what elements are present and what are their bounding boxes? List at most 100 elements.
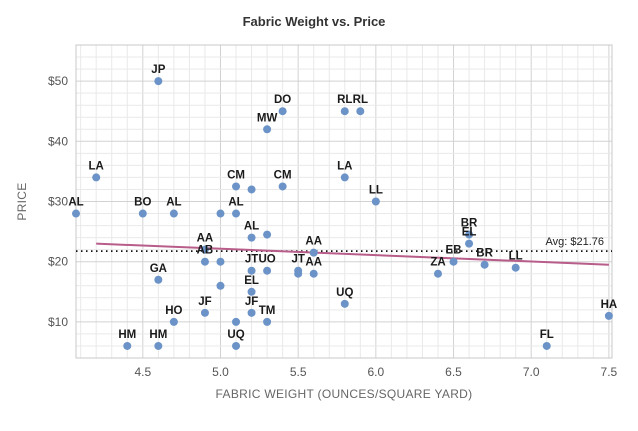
data-point xyxy=(511,263,520,272)
data-point xyxy=(154,77,163,86)
data-point-label: BO xyxy=(134,197,151,209)
data-point-label: BR xyxy=(461,218,478,230)
average-line-group: Avg: $21.76 xyxy=(76,236,612,252)
data-point xyxy=(340,173,349,182)
x-tick-label: 4.5 xyxy=(134,365,151,379)
x-tick-label: 6.5 xyxy=(445,365,462,379)
y-axis-ticks: $10 $20 $30 $40 $50 xyxy=(48,74,68,329)
y-tick-label: $50 xyxy=(48,74,68,88)
data-point-label: AL xyxy=(228,197,243,209)
data-point-label: LL xyxy=(509,251,523,263)
y-tick-label: $10 xyxy=(48,315,68,329)
data-point-label: ZA xyxy=(430,257,445,269)
data-point xyxy=(169,209,178,218)
data-point xyxy=(123,341,132,350)
data-point-label: AL xyxy=(244,221,259,233)
x-axis-title: FABRIC WEIGHT (OUNCES/SQUARE YARD) xyxy=(216,387,473,401)
data-point xyxy=(263,230,272,239)
data-point xyxy=(247,308,256,317)
data-point xyxy=(340,107,349,116)
data-point xyxy=(216,257,225,266)
data-point xyxy=(294,269,303,278)
data-point-label: LA xyxy=(89,160,104,172)
data-point xyxy=(232,317,241,326)
data-point xyxy=(542,341,551,350)
data-point-label: UQ xyxy=(227,329,244,341)
data-point-label: RL xyxy=(337,94,352,106)
data-point xyxy=(604,311,613,320)
data-point xyxy=(433,269,442,278)
data-point-label: FL xyxy=(540,329,554,341)
y-tick-label: $30 xyxy=(48,195,68,209)
data-point-label: LL xyxy=(369,185,383,197)
data-point xyxy=(278,182,287,191)
plot-frame xyxy=(75,44,613,359)
data-point xyxy=(247,287,256,296)
data-point xyxy=(92,173,101,182)
data-point xyxy=(340,299,349,308)
data-point xyxy=(200,245,209,254)
x-tick-label: 6.0 xyxy=(368,365,385,379)
data-point-label: AA xyxy=(305,257,322,269)
data-point-label: HO xyxy=(165,305,182,317)
data-point-label: GA xyxy=(150,263,167,275)
data-point-label: HA xyxy=(601,299,618,311)
data-point-label: CM xyxy=(227,169,245,181)
data-point xyxy=(169,317,178,326)
data-point xyxy=(216,281,225,290)
x-axis-ticks: 4.5 5.0 5.5 6.0 6.5 7.0 7.5 xyxy=(134,365,617,379)
y-tick-label: $40 xyxy=(48,134,68,148)
data-point xyxy=(72,209,80,218)
y-axis-title: PRICE xyxy=(15,182,29,220)
data-point-label: UQ xyxy=(336,287,353,299)
data-point xyxy=(138,209,147,218)
data-point xyxy=(232,341,241,350)
data-point xyxy=(247,266,256,275)
data-point xyxy=(200,308,209,317)
data-point-label: AB xyxy=(197,245,214,257)
data-point-label: CM xyxy=(274,169,292,181)
data-point-label: JF xyxy=(198,296,211,308)
data-point xyxy=(480,260,489,269)
data-point-label: DO xyxy=(274,94,291,106)
y-tick-label: $20 xyxy=(48,255,68,269)
data-point-label: HM xyxy=(118,329,136,341)
average-label: Avg: $21.76 xyxy=(545,236,604,248)
trend-line xyxy=(96,242,609,266)
x-tick-label: 7.5 xyxy=(601,365,618,379)
data-point xyxy=(154,275,163,284)
data-point xyxy=(465,239,474,248)
data-point-label: TM xyxy=(259,305,276,317)
data-point xyxy=(216,209,225,218)
x-tick-label: 5.0 xyxy=(212,365,229,379)
data-point-label: LA xyxy=(337,160,352,172)
x-tick-label: 7.0 xyxy=(523,365,540,379)
data-point-label: AL xyxy=(68,197,83,209)
data-point xyxy=(263,125,272,134)
chart-title: Fabric Weight vs. Price xyxy=(243,14,386,29)
data-point xyxy=(247,185,256,194)
data-point-label: EL xyxy=(244,275,259,287)
data-point xyxy=(232,209,241,218)
data-point-label: EB xyxy=(446,245,462,257)
data-point-label: RL xyxy=(353,94,368,106)
data-point-label: AA xyxy=(305,236,322,248)
data-point xyxy=(309,269,318,278)
data-point-label: BR xyxy=(476,248,493,260)
data-point xyxy=(309,248,318,257)
data-point-label: MW xyxy=(257,112,278,124)
data-point xyxy=(278,107,287,116)
data-point xyxy=(371,197,380,206)
data-point xyxy=(247,233,256,242)
data-point-label: JP xyxy=(151,64,165,76)
plot-border xyxy=(75,44,613,359)
x-tick-label: 5.5 xyxy=(290,365,307,379)
data-point xyxy=(263,317,272,326)
data-point xyxy=(232,182,241,191)
data-point xyxy=(465,230,474,239)
data-point-label: HM xyxy=(149,329,167,341)
data-point-label: AA xyxy=(197,233,214,245)
